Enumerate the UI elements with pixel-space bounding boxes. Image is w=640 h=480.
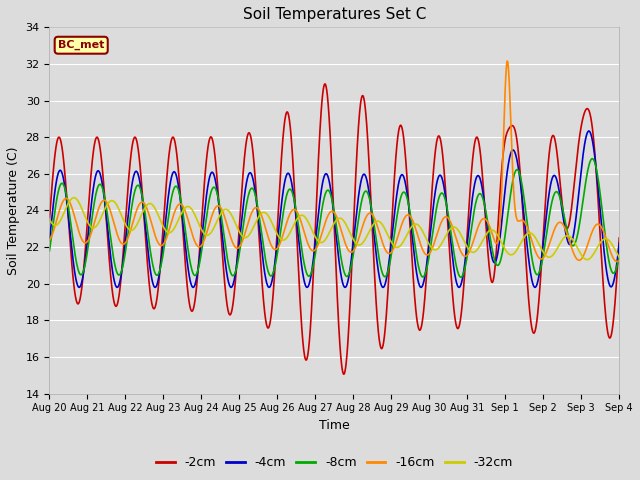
- -32cm: [75, 199, 83, 205]
- Line: -4cm: -4cm: [49, 131, 620, 288]
- -8cm: [588, 156, 596, 162]
- X-axis label: Time: Time: [319, 419, 349, 432]
- -16cm: [75, 228, 83, 233]
- -4cm: [599, 238, 607, 244]
- -2cm: [495, 212, 502, 217]
- -2cm: [600, 283, 607, 288]
- -16cm: [599, 228, 607, 233]
- Line: -16cm: -16cm: [49, 61, 620, 262]
- -8cm: [495, 262, 502, 268]
- -32cm: [599, 237, 607, 242]
- -32cm: [308, 227, 316, 232]
- -4cm: [495, 247, 502, 252]
- -8cm: [323, 188, 330, 194]
- Line: -2cm: -2cm: [49, 84, 620, 374]
- -2cm: [308, 308, 316, 314]
- -4cm: [616, 240, 623, 246]
- -2cm: [321, 81, 329, 87]
- -32cm: [45, 216, 53, 222]
- -16cm: [45, 237, 53, 243]
- -32cm: [495, 234, 502, 240]
- -2cm: [75, 300, 83, 306]
- -16cm: [494, 238, 502, 243]
- -4cm: [308, 269, 316, 275]
- -8cm: [45, 248, 53, 253]
- Line: -8cm: -8cm: [49, 159, 620, 277]
- -16cm: [308, 247, 316, 253]
- -8cm: [600, 217, 607, 223]
- -16cm: [504, 58, 511, 64]
- -2cm: [323, 88, 331, 94]
- -8cm: [616, 252, 623, 258]
- -4cm: [585, 128, 593, 134]
- Text: BC_met: BC_met: [58, 40, 104, 50]
- -32cm: [70, 195, 78, 201]
- -4cm: [600, 241, 607, 247]
- Title: Soil Temperatures Set C: Soil Temperatures Set C: [243, 7, 426, 22]
- -8cm: [308, 270, 316, 276]
- -32cm: [323, 235, 331, 240]
- -8cm: [599, 215, 607, 220]
- -16cm: [323, 216, 330, 222]
- -8cm: [457, 274, 465, 280]
- Y-axis label: Soil Temperature (C): Soil Temperature (C): [7, 146, 20, 275]
- -4cm: [45, 238, 53, 243]
- -16cm: [613, 259, 621, 264]
- -2cm: [340, 372, 348, 377]
- -32cm: [600, 237, 607, 242]
- Line: -32cm: -32cm: [49, 198, 620, 260]
- -4cm: [189, 285, 197, 290]
- -2cm: [599, 278, 607, 284]
- -32cm: [616, 254, 623, 260]
- -2cm: [45, 216, 53, 222]
- -32cm: [583, 257, 591, 263]
- -2cm: [616, 235, 623, 241]
- -8cm: [75, 268, 83, 274]
- -4cm: [75, 284, 83, 290]
- -16cm: [599, 227, 607, 232]
- Legend: -2cm, -4cm, -8cm, -16cm, -32cm: -2cm, -4cm, -8cm, -16cm, -32cm: [151, 451, 518, 474]
- -16cm: [616, 258, 623, 264]
- -4cm: [323, 171, 331, 177]
